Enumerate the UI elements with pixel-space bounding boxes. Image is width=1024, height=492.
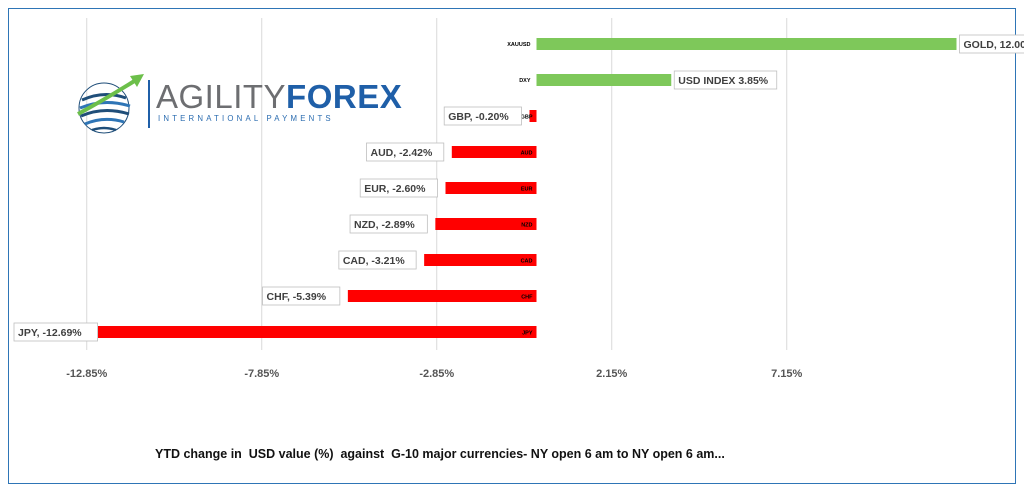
globe-arrow-icon — [77, 74, 144, 134]
chart-frame — [8, 8, 1016, 484]
category-label: EUR — [521, 187, 533, 193]
data-label: JPY, -12.69% — [18, 327, 82, 339]
x-tick-label: -2.85% — [419, 368, 454, 380]
data-label-box — [359, 178, 438, 198]
data-label: GBP, -0.20% — [448, 111, 509, 123]
category-label: NZD — [521, 223, 532, 229]
data-label-box — [443, 106, 522, 126]
category-label: AUD — [521, 151, 533, 157]
logo-wordmark: AGILITYFOREX — [156, 78, 403, 115]
bar — [92, 326, 537, 338]
category-label: JPY — [522, 331, 533, 337]
data-label: AUD, -2.42% — [371, 147, 434, 159]
bar — [536, 74, 672, 86]
bar — [424, 254, 537, 266]
x-tick-label: -12.85% — [66, 368, 107, 380]
category-label: CHF — [521, 295, 533, 301]
data-label-box — [13, 322, 98, 342]
data-label: GOLD, 12.00% — [964, 39, 1024, 51]
data-label-box — [349, 214, 428, 234]
category-label: DXY — [519, 78, 531, 84]
data-label: NZD, -2.89% — [354, 219, 415, 231]
data-label: USD INDEX 3.85% — [678, 75, 769, 87]
data-label-box — [262, 286, 341, 306]
bar — [529, 110, 537, 122]
category-label: CAD — [521, 259, 533, 265]
logo-tagline: INTERNATIONAL PAYMENTS — [158, 114, 334, 123]
data-label-box — [959, 34, 1024, 54]
x-tick-label: 2.15% — [596, 368, 627, 380]
bar — [536, 38, 957, 50]
data-label: CAD, -3.21% — [343, 255, 406, 267]
data-label: EUR, -2.60% — [364, 183, 426, 195]
bar — [445, 182, 537, 194]
bar — [435, 218, 537, 230]
chart-caption: YTD change in USD value (%) against G-10… — [155, 447, 725, 461]
bar — [451, 146, 537, 158]
x-tick-label: -7.85% — [244, 368, 279, 380]
bar — [347, 290, 537, 302]
data-label: CHF, -5.39% — [267, 291, 327, 303]
category-label: XAUUSD — [507, 42, 530, 48]
x-tick-label: 7.15% — [771, 368, 802, 380]
data-label-box — [366, 142, 445, 162]
data-label-box — [338, 250, 417, 270]
category-label: GBP — [521, 115, 533, 121]
agility-forex-logo: AGILITYFOREX INTERNATIONAL PAYMENTS — [74, 70, 402, 140]
data-label-box — [673, 70, 778, 90]
